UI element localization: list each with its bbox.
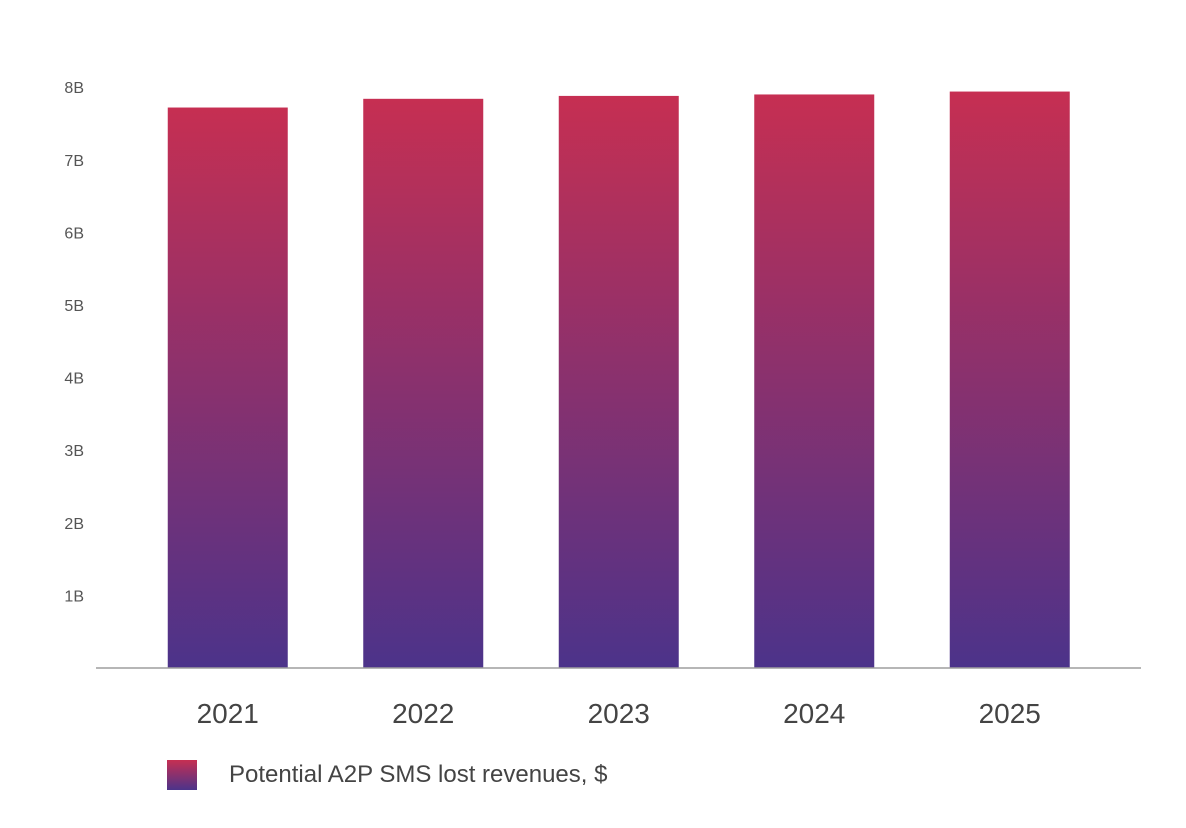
bar-2021 (167, 107, 288, 668)
y-tick-label: 2B (64, 516, 84, 533)
legend-swatch (167, 760, 197, 790)
y-axis-ticks: 1B 2B 3B 4B 5B 6B 7B 8B (64, 80, 84, 605)
y-tick-label: 4B (64, 371, 84, 388)
x-tick-label: 2023 (588, 698, 650, 729)
bars (167, 91, 1070, 669)
x-axis-ticks: 2021 2022 2023 2024 2025 (197, 698, 1041, 729)
x-tick-label: 2025 (979, 698, 1041, 729)
bar-2025 (949, 91, 1070, 668)
x-tick-label: 2022 (392, 698, 454, 729)
y-tick-label: 5B (64, 298, 84, 315)
y-tick-label: 7B (64, 153, 84, 170)
bar-chart: 1B 2B 3B 4B 5B 6B 7B 8B 2021 2022 2023 2024 2025 (64, 80, 1141, 729)
y-tick-label: 8B (64, 80, 84, 97)
bar-2022 (363, 98, 484, 669)
legend-label: Potential A2P SMS lost revenues, $ (229, 761, 608, 788)
y-tick-label: 3B (64, 443, 84, 460)
x-tick-label: 2021 (197, 698, 259, 729)
y-tick-label: 1B (64, 588, 84, 605)
x-tick-label: 2024 (783, 698, 845, 729)
legend: Potential A2P SMS lost revenues, $ (167, 760, 607, 790)
y-tick-label: 6B (64, 225, 84, 242)
bar-2023 (558, 95, 679, 669)
bar-2024 (754, 94, 875, 668)
